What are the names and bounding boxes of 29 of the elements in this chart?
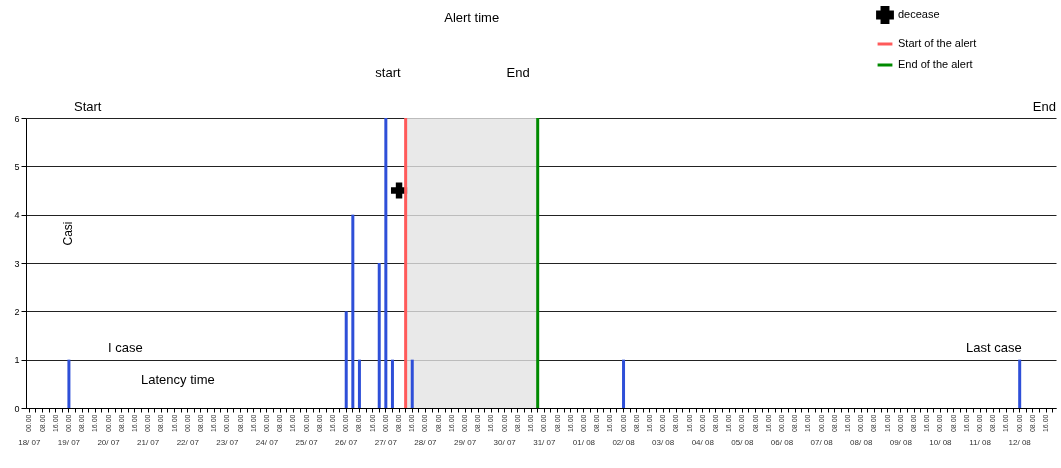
y-tick-label: 5 (14, 161, 20, 172)
text: End (506, 65, 530, 80)
text: Start of the alert (898, 37, 977, 49)
text: End of the alert (898, 58, 973, 70)
bar (622, 359, 626, 408)
annotation: Last case (966, 340, 1022, 355)
bar (410, 359, 414, 408)
y-tick-label: 0 (14, 403, 20, 414)
text: Alert time (444, 10, 500, 25)
bar (351, 214, 355, 408)
legend-label: decease (898, 8, 940, 20)
bar (377, 263, 381, 408)
text: start (375, 65, 402, 80)
text: End (1032, 99, 1056, 114)
bar (344, 311, 348, 408)
text: Start (74, 99, 102, 114)
y-tick-label: 4 (14, 210, 20, 221)
annotation: Latency time (141, 372, 215, 387)
y-tick-label: 1 (14, 355, 20, 366)
bar (357, 359, 361, 408)
bar (67, 359, 71, 408)
bar (390, 359, 394, 408)
y-axis-title: Casi (60, 221, 75, 246)
bar (384, 118, 388, 408)
y-tick-label: 6 (14, 113, 20, 124)
y-tick-label: 2 (14, 306, 20, 317)
y-tick-label: 3 (14, 258, 20, 269)
bar (1018, 359, 1022, 408)
annotation: I case (108, 340, 143, 355)
